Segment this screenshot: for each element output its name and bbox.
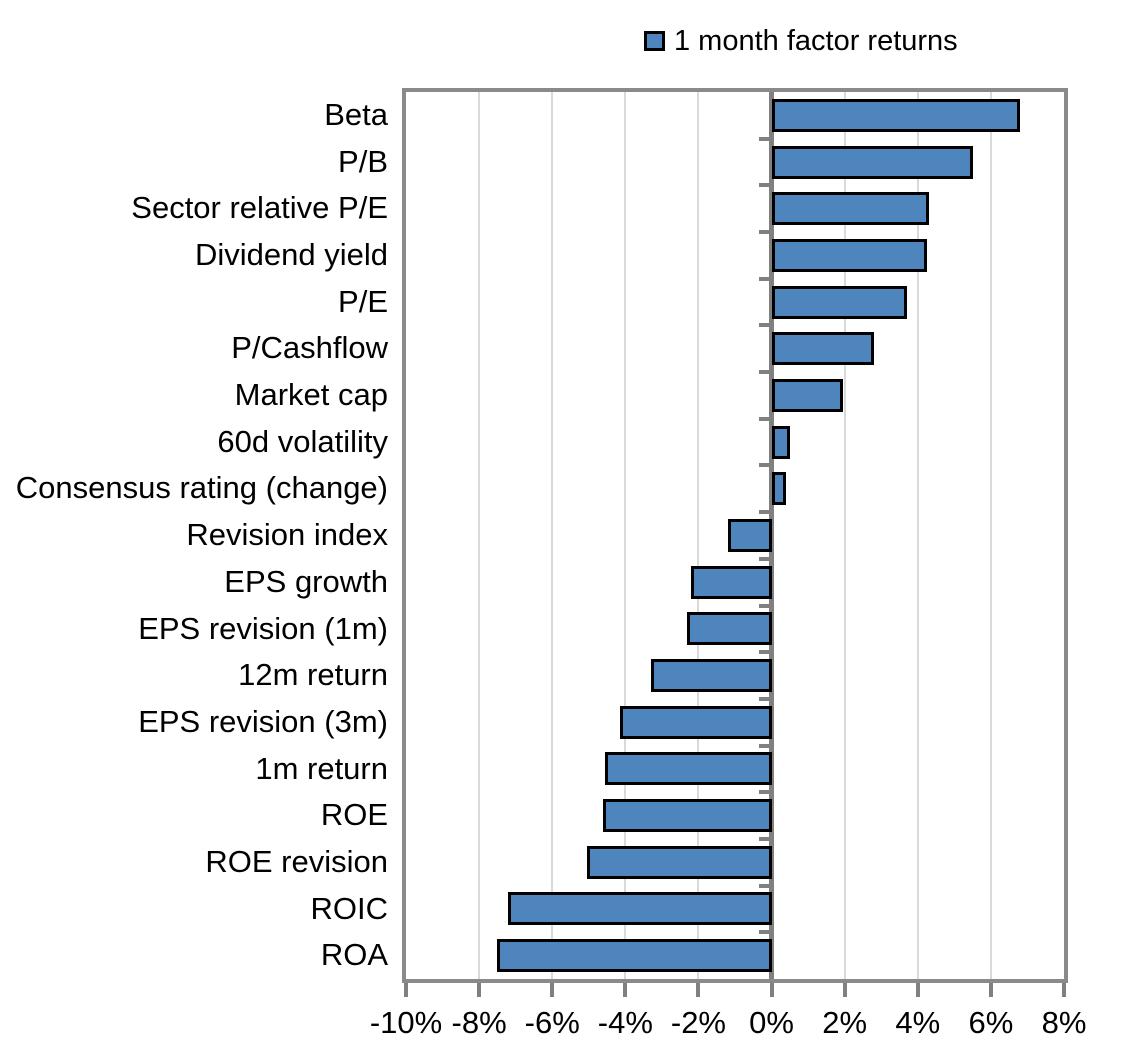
bar-p-b xyxy=(771,145,973,179)
category-label-sector-relative-p-e: Sector relative P/E xyxy=(131,190,388,226)
value-axis-tick xyxy=(696,983,701,997)
category-label-beta: Beta xyxy=(324,97,388,132)
category-label-revision-index: Revision index xyxy=(186,517,388,553)
value-axis-label-0: 0% xyxy=(749,1005,794,1040)
bar-p-e xyxy=(771,285,907,319)
bar-roe xyxy=(603,799,772,833)
category-label-1m-return: 1m return xyxy=(255,750,388,786)
gridline xyxy=(989,92,992,979)
gridline xyxy=(697,92,700,979)
bar-consensus-rating-change xyxy=(771,472,787,506)
category-label-eps-growth: EPS growth xyxy=(224,563,388,599)
bar-beta xyxy=(771,98,1021,132)
plot-area xyxy=(402,88,1068,983)
bar-roa xyxy=(497,939,772,973)
bar-dividend-yield xyxy=(771,238,927,272)
category-label-eps-revision-1m: EPS revision (1m) xyxy=(138,610,388,646)
category-label-roe: ROE xyxy=(320,797,388,833)
category-axis-tick xyxy=(759,463,772,468)
category-axis-tick xyxy=(759,370,772,375)
category-axis-tick xyxy=(759,743,772,748)
category-axis-tick xyxy=(759,183,772,188)
zero-axis xyxy=(769,92,775,979)
value-axis-label-4: 4% xyxy=(895,1005,941,1040)
category-label-12m-return: 12m return xyxy=(238,657,388,693)
value-axis-label-6: 6% xyxy=(968,1005,1014,1040)
category-axis-tick xyxy=(759,276,772,281)
value-axis-tick xyxy=(1062,983,1066,997)
category-label-consensus-rating-change: Consensus rating (change) xyxy=(15,470,388,506)
bar-revision-index xyxy=(727,519,772,552)
value-axis-tick xyxy=(477,983,482,997)
value-axis-label-6: -6% xyxy=(524,1005,580,1040)
category-axis-tick xyxy=(759,510,772,515)
value-axis-label-2: 2% xyxy=(822,1005,868,1040)
category-axis-tick xyxy=(759,836,772,841)
category-axis-tick xyxy=(759,230,772,235)
category-axis-tick xyxy=(759,556,772,561)
category-label-p-e: P/E xyxy=(338,283,388,319)
legend: 1 month factor returns xyxy=(644,24,958,58)
value-axis-label-8: -8% xyxy=(451,1005,507,1040)
category-label-market-cap: Market cap xyxy=(234,377,388,413)
gridline xyxy=(843,92,846,979)
category-label-60d-volatility: 60d volatility xyxy=(217,423,388,459)
category-label-p-cashflow: P/Cashflow xyxy=(231,330,388,366)
value-axis-label-4: -4% xyxy=(597,1005,653,1040)
category-axis-tick xyxy=(759,136,772,141)
value-axis-tick xyxy=(842,983,847,997)
category-label-eps-revision-3m: EPS revision (3m) xyxy=(138,703,388,739)
category-label-roic: ROIC xyxy=(310,890,389,926)
value-axis-tick xyxy=(404,983,408,997)
category-axis-tick xyxy=(759,930,772,935)
value-axis-tick xyxy=(769,983,774,997)
bar-roe-revision xyxy=(586,845,772,879)
bar-p-cashflow xyxy=(771,332,874,366)
value-axis-tick xyxy=(550,983,555,997)
category-label-roa: ROA xyxy=(320,937,388,973)
value-axis-label-10: -10% xyxy=(369,1005,443,1040)
category-axis-tick xyxy=(759,323,772,328)
value-axis-tick xyxy=(988,983,993,997)
bar-eps-revision-1m xyxy=(687,612,772,646)
gridline xyxy=(624,92,627,979)
bar-roic xyxy=(508,892,772,926)
category-axis-labels: Beta P/B Sector relative P/E Dividend yield… xyxy=(0,92,388,987)
legend-series-swatch-icon xyxy=(644,31,665,51)
bar-1m-return xyxy=(605,752,772,786)
legend-label: 1 month factor returns xyxy=(674,25,958,57)
category-axis-tick xyxy=(759,883,772,888)
bar-60d-volatility xyxy=(771,425,790,459)
gridline xyxy=(551,92,554,979)
category-axis-tick xyxy=(759,790,772,795)
category-axis-tick xyxy=(759,650,772,655)
category-label-p-b: P/B xyxy=(338,143,388,179)
category-label-dividend-yield: Dividend yield xyxy=(195,237,388,273)
value-axis-tick xyxy=(915,983,920,997)
gridline xyxy=(478,92,481,979)
value-axis-tick xyxy=(623,983,628,997)
bar-market-cap xyxy=(771,378,843,412)
bar-12m-return xyxy=(650,659,772,693)
category-axis-tick xyxy=(759,416,772,421)
bar-eps-growth xyxy=(691,565,772,599)
value-axis-label-8: 8% xyxy=(1041,1005,1087,1040)
value-axis-label-2: -2% xyxy=(670,1005,727,1040)
category-label-roe-revision: ROE revision xyxy=(205,843,388,879)
bar-eps-revision-3m xyxy=(619,705,772,739)
category-axis-tick xyxy=(759,696,772,701)
bar-sector-relative-p-e xyxy=(771,192,929,226)
gridline xyxy=(916,92,919,979)
category-axis-tick xyxy=(759,603,772,608)
